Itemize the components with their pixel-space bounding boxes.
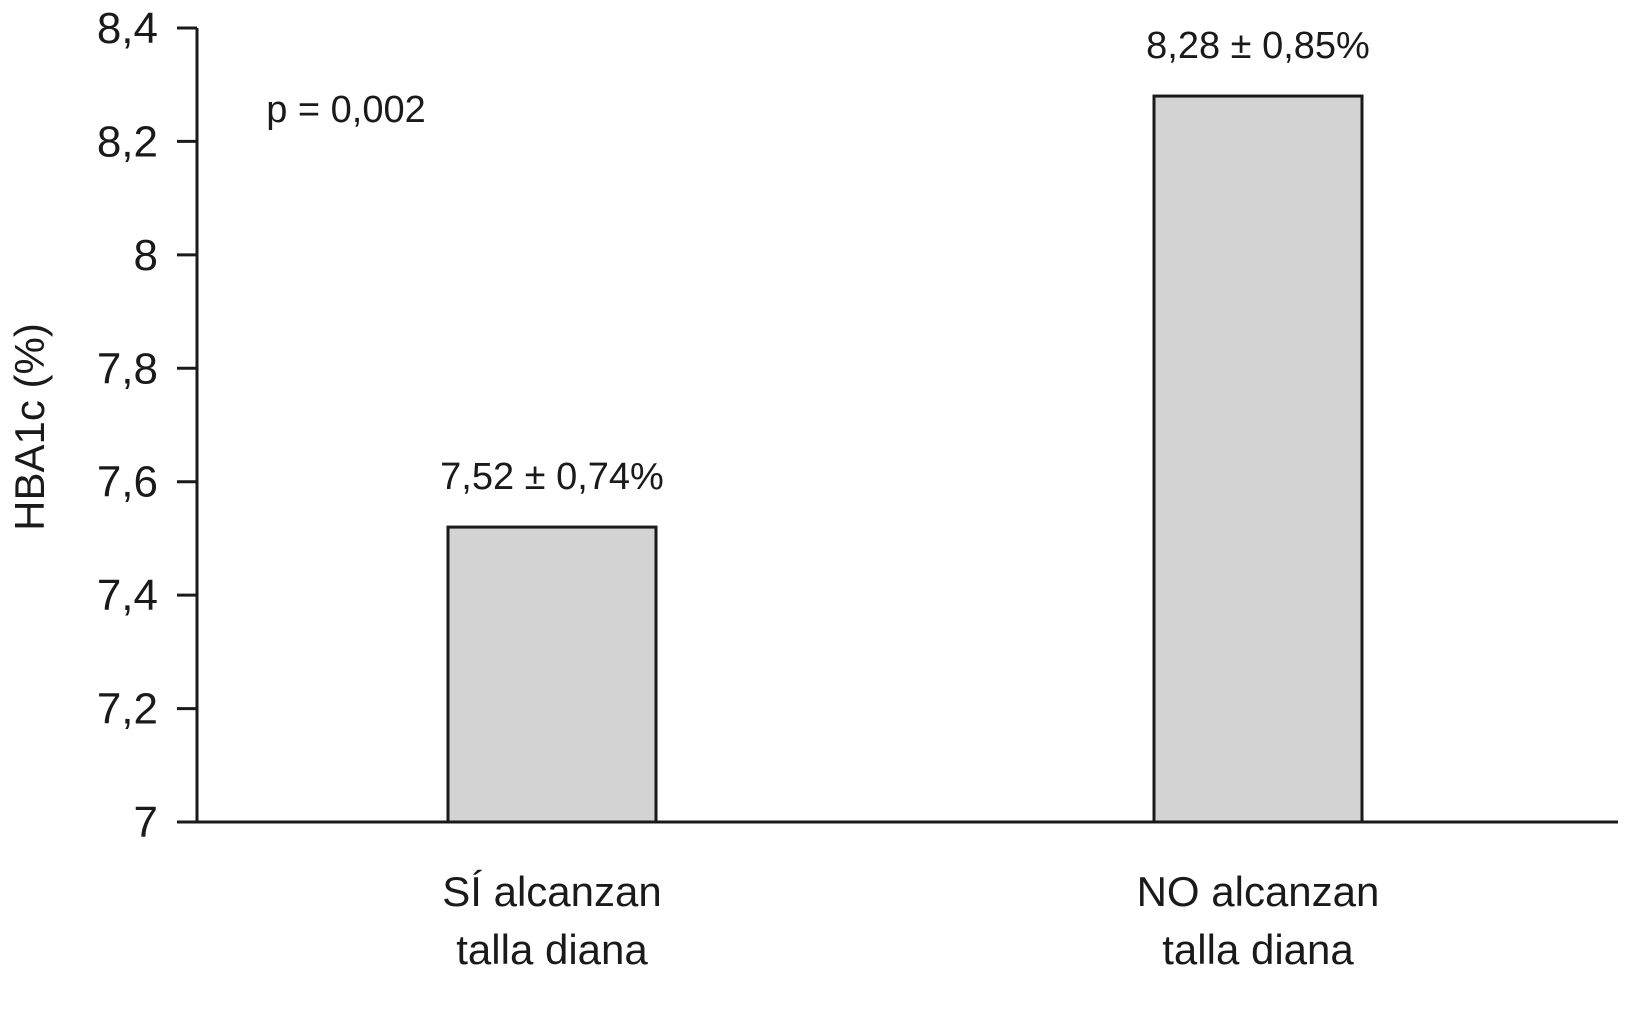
bar-2	[1152, 94, 1364, 824]
y-tick-label-4: 7,6	[97, 458, 158, 507]
bar-value-label-2: 8,28 ± 0,85%	[1146, 25, 1370, 67]
y-tick-label-5: 7,8	[97, 344, 158, 393]
y-axis-title: HBA1c (%)	[6, 323, 53, 531]
category-label-1-line-1: SÍ alcanzan	[442, 868, 661, 915]
bars-group	[446, 94, 1364, 824]
y-tick-label-7: 8,2	[97, 117, 158, 166]
axes-group	[177, 28, 1618, 824]
category-label-2-line-2: talla diana	[1162, 926, 1354, 973]
y-tick-label-6: 8	[134, 231, 158, 280]
category-label-2-line-1: NO alcanzan	[1137, 868, 1380, 915]
y-tick-label-2: 7,2	[97, 685, 158, 734]
y-ticks-group: 7 7,2 7,4 7,6 7,8 8 8,2 8,4	[97, 4, 197, 847]
labels-group: 7,52 ± 0,74% SÍ alcanzan talla diana 8,28 ±…	[440, 25, 1379, 973]
category-label-1-line-2: talla diana	[456, 926, 648, 973]
y-tick-label-8: 8,4	[97, 4, 158, 53]
bar-1	[446, 525, 658, 824]
p-value-annotation: p = 0,002	[266, 89, 426, 131]
bar-value-label-1: 7,52 ± 0,74%	[440, 456, 664, 498]
y-tick-label-1: 7	[134, 798, 158, 847]
y-tick-label-3: 7,4	[97, 571, 158, 620]
